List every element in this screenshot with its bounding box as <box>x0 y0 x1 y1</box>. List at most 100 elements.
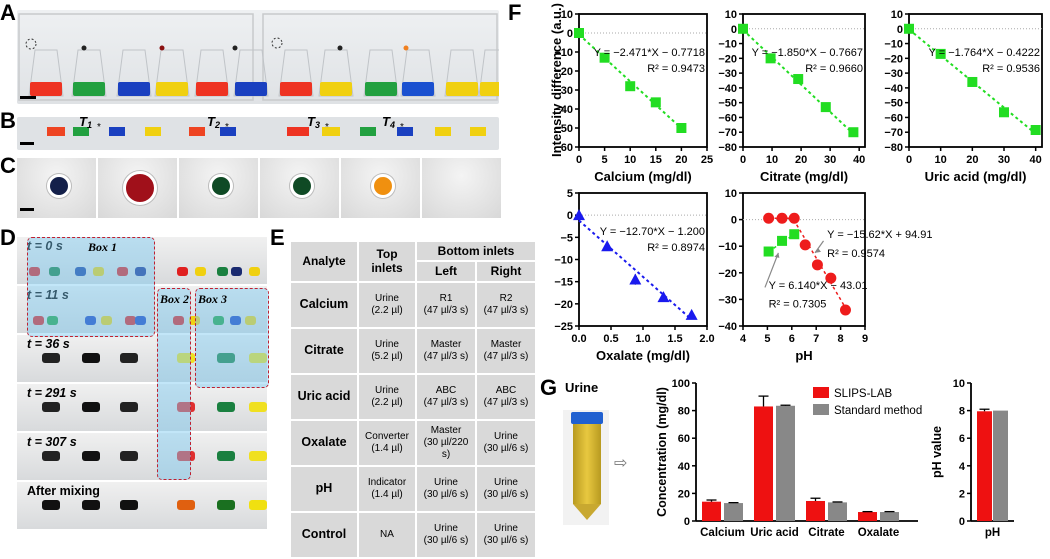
data-point-circle <box>776 212 788 224</box>
reservoir-outline <box>400 49 436 97</box>
bar-standard <box>724 503 743 521</box>
cell-text: Urine <box>494 476 518 488</box>
fluid-blob <box>42 402 60 412</box>
x-tick-label: 5 <box>602 154 608 166</box>
fluid-blob <box>249 353 267 363</box>
fit-line <box>742 29 855 135</box>
data-point-circle <box>788 212 800 224</box>
urine-label: Urine <box>565 380 599 395</box>
fluid-blob <box>29 267 40 276</box>
header-analyte: Analyte <box>291 242 357 281</box>
well-fluid <box>209 173 233 198</box>
y-tick-label: −10 <box>554 47 573 59</box>
data-point-square <box>999 107 1009 118</box>
data-point-square <box>904 23 914 34</box>
cell-text: Urine <box>434 522 458 534</box>
data-point-square <box>738 23 748 34</box>
legend-label: SLIPS-LAB <box>834 388 892 400</box>
tube-cap <box>571 412 603 424</box>
urine-tube-photo <box>563 410 609 525</box>
y-tick-label: −60 <box>554 142 573 154</box>
timelapse-row: t = 0 s <box>17 237 267 284</box>
data-point-triangle <box>573 209 585 221</box>
legend-swatch <box>813 387 829 398</box>
data-point-square <box>935 48 946 59</box>
asterisk-mark: * <box>325 122 329 133</box>
cell-top-inlet: Urine (5.2 µl) <box>359 328 415 373</box>
x-tick-label: 20 <box>966 154 978 166</box>
fluid-blob <box>249 500 267 510</box>
data-point-square <box>574 28 584 38</box>
highlight-box: Box 2 <box>157 288 191 480</box>
time-label: After mixing <box>27 484 100 498</box>
cell-text: R2 <box>499 292 513 304</box>
cell-right-inlet: R2 (47 µl/3 s) <box>477 282 535 327</box>
legend-swatch <box>813 404 829 415</box>
threshold-subscript: 3 <box>315 120 320 130</box>
data-point-square <box>625 81 636 92</box>
header-bottom-inlets: Bottom inlets <box>417 242 535 261</box>
cell-left-inlet: Master (30 µl/220 s) <box>417 420 475 465</box>
y-tick-label: 0 <box>959 516 965 528</box>
plot-frame <box>742 13 866 148</box>
y-tick-label: 100 <box>672 378 690 390</box>
cell-text: ABC <box>435 384 457 396</box>
cell-text: Uric acid <box>297 389 351 404</box>
plot-frame <box>908 13 1043 148</box>
y-tick-label: 10 <box>725 9 737 21</box>
reservoir-outline <box>233 49 269 97</box>
time-label: t = 36 s <box>27 337 70 351</box>
asterisk-mark: * <box>400 122 404 133</box>
threshold-label: T4 <box>382 117 395 130</box>
cell-left-inlet: R1 (47 µl/3 s) <box>417 282 475 327</box>
sample-dot <box>337 45 343 51</box>
cell-text: (47 µl/3 s) <box>423 304 469 316</box>
fluid-blob <box>85 316 96 325</box>
cell-text: Indicator <box>367 476 407 488</box>
r-squared: R² = 0.9536 <box>982 63 1040 75</box>
threshold-subscript: 1 <box>87 120 92 130</box>
y-tick-label: −15 <box>554 277 573 289</box>
cell-text: Converter <box>365 430 409 442</box>
x-tick-label: 9 <box>862 333 868 345</box>
y-tick-label: −20 <box>718 268 737 280</box>
cell-text: (2.2 µl) <box>371 396 403 408</box>
x-tick-label: 20 <box>795 154 807 166</box>
fluid-segment <box>47 127 65 136</box>
cell-right-inlet: Urine (30 µl/6 s) <box>477 466 535 511</box>
x-axis-label: Uric acid (mg/dl) <box>925 169 1027 184</box>
fluid-blob <box>189 316 200 325</box>
plot-frame <box>742 192 866 327</box>
cell-text: (5.2 µl) <box>371 350 403 362</box>
fluid-blob <box>120 353 138 363</box>
fluid-blob <box>120 451 138 461</box>
fluid-segment <box>470 127 486 136</box>
data-point-circle <box>811 259 823 271</box>
chart-concentration: 0 20 40 60 80 100 Calcium Uric acid Citrate Oxala… <box>655 378 922 539</box>
timelapse-row: t = 307 s <box>17 433 267 480</box>
cell-left-inlet: Urine (30 µl/6 s) <box>417 512 475 557</box>
r-squared: R² = 0.9473 <box>647 63 705 75</box>
chart-ph: 10 0 −10 −20 −30 −404 5 6 7 8 9 pH Y = −15.62*X + 94… <box>718 188 932 363</box>
data-point-triangle <box>629 273 642 285</box>
fluid-blob <box>82 353 100 363</box>
reservoir-outline <box>363 49 399 97</box>
data-point-circle <box>799 239 811 251</box>
well-photo <box>98 158 177 218</box>
cell-top-inlet: Urine (2.2 µl) <box>359 282 415 327</box>
reservoir-fluid <box>196 82 228 96</box>
time-label: t = 11 s <box>27 288 69 302</box>
y-tick-label: −30 <box>884 68 903 80</box>
well-photo <box>260 158 339 218</box>
legend-label: Standard method <box>834 405 922 417</box>
y-tick-label: −40 <box>554 104 573 116</box>
fluid-blob <box>101 316 112 325</box>
cell-left-inlet: Urine (30 µl/6 s) <box>417 466 475 511</box>
cell-analyte: Uric acid <box>291 374 357 419</box>
y-tick-label: 10 <box>725 188 737 200</box>
data-point-triangle <box>601 240 614 252</box>
fluid-segment <box>360 127 376 136</box>
fluid-blob <box>249 451 267 461</box>
box-label: Box 1 <box>88 240 118 254</box>
fit-equation: Y = −1.764*X − 0.4222 <box>929 47 1040 59</box>
